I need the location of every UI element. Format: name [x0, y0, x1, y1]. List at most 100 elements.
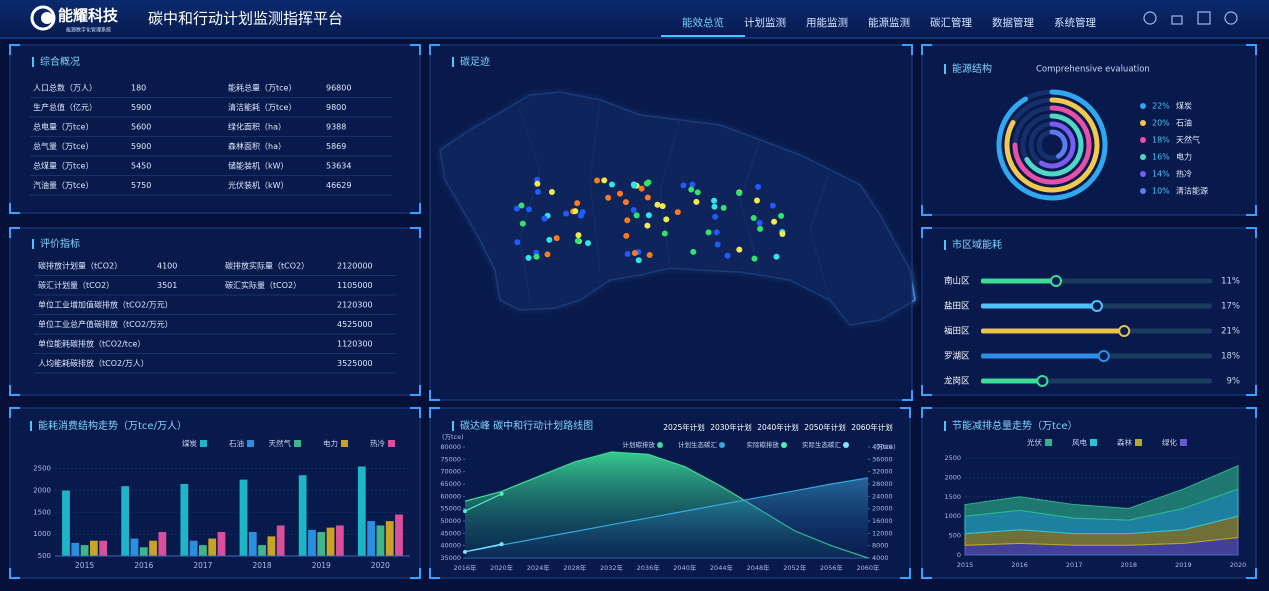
bar — [267, 536, 276, 556]
x-tick-label: 2015 — [957, 561, 974, 569]
overview-value: 9388 — [326, 123, 346, 132]
plan-tab[interactable]: 2040年计划 — [757, 422, 799, 432]
overview-label: 光伏装机（kW） — [228, 180, 289, 190]
legend-label: 实际生态碳汇 — [802, 440, 842, 449]
legend-label: 光伏 — [1027, 437, 1043, 447]
legend-swatch — [1090, 439, 1097, 446]
plan-tab[interactable]: 2025年计划 — [663, 422, 705, 432]
map-point — [756, 219, 763, 226]
y2-tick-label: 32000 — [872, 468, 893, 476]
fullscreen-icon[interactable] — [1197, 11, 1211, 25]
y2-tick-label: 40000 — [872, 443, 893, 451]
help-icon[interactable] — [1143, 11, 1157, 25]
x-tick-label: 2020年 — [490, 563, 514, 572]
x-tick-label: 2048年 — [747, 563, 771, 572]
plan-tab[interactable]: 2060年计划 — [851, 422, 893, 432]
nav-item[interactable]: 数据管理 — [992, 16, 1034, 29]
evaluation-value: 1120300 — [337, 340, 373, 349]
legend-swatch — [388, 440, 395, 447]
map-point — [773, 253, 780, 260]
legend-label: 计划生态碳汇 — [678, 440, 718, 449]
point — [499, 491, 504, 496]
bar — [317, 532, 326, 556]
plan-tab[interactable]: 2030年计划 — [710, 422, 752, 432]
y2-tick-label: 12000 — [872, 529, 893, 537]
map-point — [525, 254, 532, 261]
bar — [298, 475, 307, 556]
panel-corner — [1246, 44, 1257, 55]
map-point — [609, 181, 616, 188]
y-tick-label: 75000 — [440, 455, 461, 463]
title-marker — [944, 64, 946, 74]
bar — [367, 521, 376, 556]
panel-corner — [429, 390, 440, 401]
overview-label: 人口总数（万人） — [33, 83, 97, 93]
bar — [71, 542, 80, 556]
map-point — [534, 180, 541, 187]
panel — [9, 44, 421, 214]
settings-icon[interactable] — [1224, 11, 1238, 25]
x-tick-label: 2018 — [253, 561, 272, 570]
bar — [248, 532, 257, 556]
bar-knob — [1036, 375, 1049, 387]
bar — [139, 547, 148, 556]
ring-arc — [996, 89, 1108, 201]
map-point — [513, 205, 520, 212]
legend-label: 天然气 — [1176, 135, 1200, 145]
panel-title: 市区域能耗 — [952, 238, 1002, 251]
evaluation-label: 碳汇计划量（tCO2） — [38, 280, 114, 290]
bar — [981, 278, 1057, 284]
logo: 能耀科技 — [58, 7, 119, 25]
panel-corner — [900, 568, 911, 579]
title-marker — [32, 239, 34, 249]
overview-value: 9800 — [326, 103, 346, 112]
panel-corner — [1246, 385, 1257, 396]
nav-item[interactable]: 计划监测 — [744, 16, 786, 29]
y-tick-label: 40000 — [440, 542, 461, 550]
legend-dot — [1140, 154, 1146, 160]
nav-item[interactable]: 碳汇管理 — [930, 16, 972, 29]
map-point — [624, 251, 631, 258]
x-tick-label: 2040年 — [673, 563, 697, 572]
nav-item[interactable]: 能源监测 — [868, 16, 910, 29]
y-tick-label: 45000 — [440, 529, 461, 537]
legend-swatch — [294, 440, 301, 447]
logo-icon-dot — [41, 12, 53, 24]
overview-label: 生产总值（亿元） — [33, 102, 97, 112]
map-point — [674, 209, 681, 216]
area — [465, 477, 868, 558]
map-point — [689, 181, 696, 188]
panel-corner — [429, 568, 440, 579]
map-point — [572, 208, 579, 215]
legend-label: 石油 — [229, 438, 244, 448]
map-point — [720, 204, 727, 211]
legend-dot — [719, 442, 725, 448]
lock-icon[interactable] — [1171, 15, 1183, 25]
bar — [258, 545, 266, 556]
y-tick-label: 60000 — [440, 492, 461, 500]
map-point — [584, 240, 591, 247]
panel-title: 综合概况 — [40, 55, 80, 68]
nav-item[interactable]: 能效总览 — [682, 16, 724, 29]
x-tick-label: 2020 — [371, 561, 390, 570]
plan-tab[interactable]: 2050年计划 — [804, 422, 846, 432]
legend-label: 电力 — [1176, 152, 1192, 162]
page-title: 碳中和行动计划监测指挥平台 — [148, 10, 343, 28]
map-point — [645, 212, 652, 219]
district-value: 9% — [1227, 377, 1241, 387]
evaluation-value: 2120000 — [337, 262, 373, 271]
nav-item[interactable]: 系统管理 — [1054, 16, 1096, 29]
evaluation-value: 1105000 — [337, 281, 373, 290]
panel-corner — [9, 44, 20, 55]
map-point — [757, 225, 764, 232]
panel-corner — [900, 407, 911, 418]
panel-corner — [921, 44, 932, 55]
x-tick-label: 2015 — [75, 561, 94, 570]
y-tick-label: 0 — [957, 551, 961, 559]
y-tick-label: 55000 — [440, 505, 461, 513]
bar — [308, 529, 316, 556]
y-tick-label: 80000 — [440, 443, 461, 451]
y-tick-label: 500 — [949, 532, 961, 540]
legend-label: 清洁能源 — [1176, 186, 1208, 196]
nav-item[interactable]: 用能监测 — [806, 16, 848, 29]
